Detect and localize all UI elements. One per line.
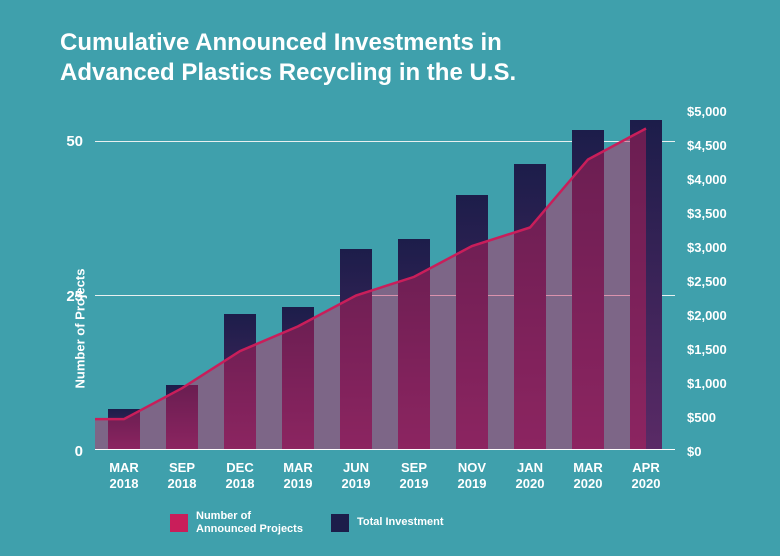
y-tick-right: $2,000 (687, 308, 727, 323)
x-tick-year: 2019 (326, 476, 386, 492)
y-tick-right: $3,500 (687, 206, 727, 221)
area-series (95, 110, 675, 450)
x-tick: SEP2019 (384, 460, 444, 491)
legend-label: Number ofAnnounced Projects (196, 510, 303, 535)
y-tick-left: 0 (75, 443, 83, 460)
legend-label-line2: Announced Projects (196, 523, 303, 536)
legend-item: Number ofAnnounced Projects (170, 510, 303, 535)
x-tick: JAN2020 (500, 460, 560, 491)
x-tick: MAR2019 (268, 460, 328, 491)
x-tick-year: 2018 (94, 476, 154, 492)
chart-container: Cumulative Announced Investments in Adva… (0, 0, 780, 556)
y-tick-right: $500 (687, 410, 716, 425)
legend: Number ofAnnounced Projects Total Investm… (170, 510, 444, 535)
legend-swatch (170, 514, 188, 532)
y-tick-right: $2,500 (687, 274, 727, 289)
x-tick-month: JUN (326, 460, 386, 476)
x-tick-year: 2020 (500, 476, 560, 492)
x-tick-month: NOV (442, 460, 502, 476)
y-tick-right: $4,500 (687, 138, 727, 153)
x-tick-year: 2020 (558, 476, 618, 492)
y-tick-right: $3,000 (687, 240, 727, 255)
x-tick: DEC2018 (210, 460, 270, 491)
x-tick-month: DEC (210, 460, 270, 476)
x-tick-year: 2019 (268, 476, 328, 492)
y-tick-right: $1,000 (687, 376, 727, 391)
legend-label-line1: Total Investment (357, 516, 444, 529)
area-fill (95, 129, 646, 451)
baseline (95, 449, 675, 450)
x-tick: MAR2018 (94, 460, 154, 491)
x-tick: MAR2020 (558, 460, 618, 491)
y-tick-right: $1,500 (687, 342, 727, 357)
x-tick-month: MAR (558, 460, 618, 476)
x-tick-month: JAN (500, 460, 560, 476)
legend-swatch (331, 514, 349, 532)
x-tick-month: SEP (152, 460, 212, 476)
x-tick-year: 2019 (384, 476, 444, 492)
y-tick-right: $4,000 (687, 172, 727, 187)
x-tick: SEP2018 (152, 460, 212, 491)
x-tick-month: APR (616, 460, 676, 476)
y-axis-left-label: Number of Projects (72, 268, 87, 388)
y-tick-right: $5,000 (687, 104, 727, 119)
x-tick-month: SEP (384, 460, 444, 476)
legend-label-line1: Number of (196, 510, 303, 523)
x-tick-month: MAR (268, 460, 328, 476)
legend-label: Total Investment (357, 516, 444, 529)
x-tick: JUN2019 (326, 460, 386, 491)
x-tick-year: 2019 (442, 476, 502, 492)
x-tick-year: 2020 (616, 476, 676, 492)
x-tick-year: 2018 (152, 476, 212, 492)
x-tick: APR2020 (616, 460, 676, 491)
legend-item: Total Investment (331, 514, 444, 532)
x-tick-year: 2018 (210, 476, 270, 492)
plot-area (95, 110, 675, 450)
x-tick-month: MAR (94, 460, 154, 476)
x-tick: NOV2019 (442, 460, 502, 491)
y-tick-left: 50 (66, 133, 83, 150)
chart-title: Cumulative Announced Investments in Adva… (60, 28, 620, 88)
y-tick-right: $0 (687, 444, 701, 459)
